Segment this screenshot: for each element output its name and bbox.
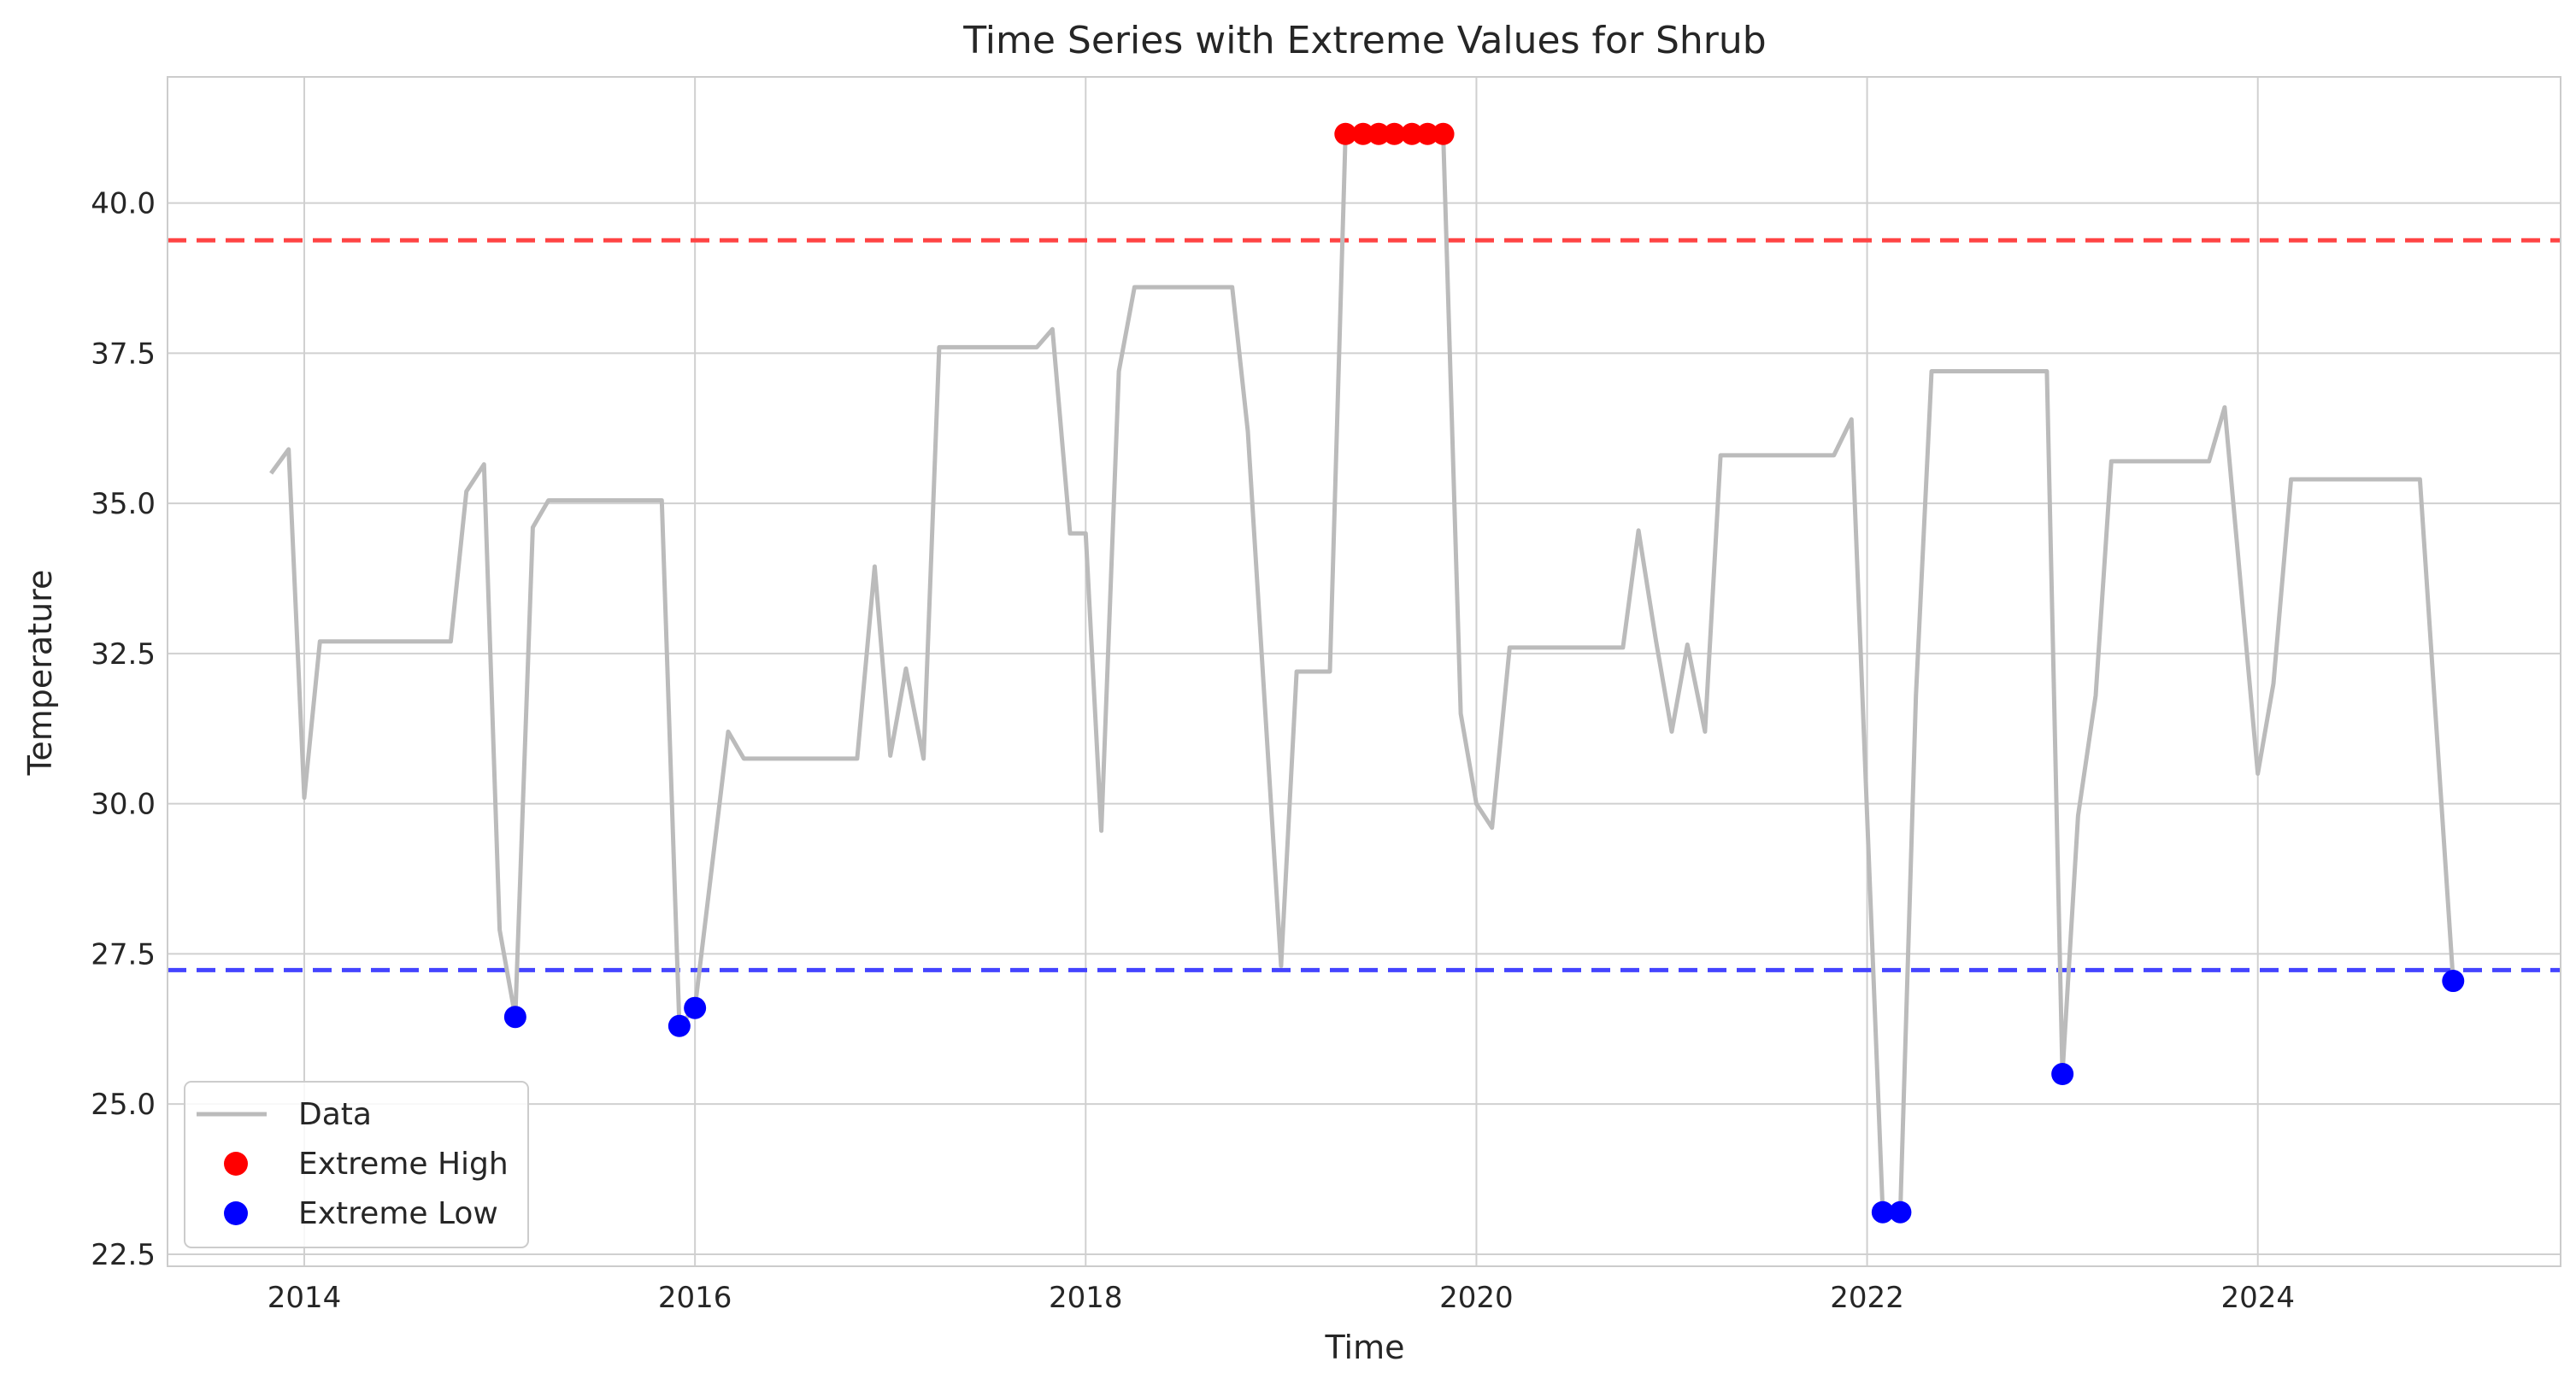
extreme-low-point	[2051, 1063, 2074, 1086]
y-tick-label: 22.5	[91, 1238, 156, 1272]
extreme-high-point	[1383, 122, 1406, 145]
series-layer	[269, 132, 2455, 1215]
extreme-high-point	[1367, 122, 1391, 145]
legend: Data Extreme High Extreme Low	[184, 1081, 529, 1248]
y-tick-label: 30.0	[91, 788, 156, 822]
y-axis-label: Temperature	[21, 570, 59, 777]
x-tick-label: 2016	[658, 1281, 732, 1315]
x-tick-label: 2022	[1830, 1281, 1904, 1315]
y-tick-label: 35.0	[91, 487, 156, 521]
extreme-high-point	[1401, 122, 1423, 145]
legend-extreme-low-swatch	[224, 1201, 248, 1225]
y-tick-label: 37.5	[91, 337, 156, 371]
extreme-high-point	[1334, 122, 1357, 145]
data-series-line	[269, 132, 2455, 1215]
threshold-lines	[168, 238, 2561, 972]
x-axis-label: Time	[1325, 1329, 1405, 1366]
extreme-low-point	[1871, 1200, 1894, 1224]
points-layer	[503, 122, 2465, 1224]
x-tick-label: 2014	[268, 1281, 342, 1315]
y-tick-label: 27.5	[91, 937, 156, 971]
legend-data-label: Data	[298, 1097, 372, 1132]
grid	[168, 77, 2561, 1266]
x-tick-label: 2024	[2220, 1281, 2295, 1315]
legend-extreme-high-swatch	[224, 1152, 248, 1176]
extreme-high-point	[1416, 122, 1439, 145]
legend-extreme-high-label: Extreme High	[298, 1147, 509, 1182]
extreme-low-point	[684, 996, 707, 1019]
x-tick-label: 2018	[1049, 1281, 1123, 1315]
plot-frame	[167, 76, 2561, 1267]
tick-labels: 2014 2016 2018 2020 2022 2024 22.5 25.0 27.5 30.0…	[91, 187, 2295, 1315]
extreme-low-point	[668, 1014, 691, 1037]
extreme-high-point	[1351, 122, 1374, 145]
legend-extreme-low-label: Extreme Low	[298, 1196, 498, 1231]
y-tick-label: 32.5	[91, 637, 156, 672]
y-tick-label: 25.0	[91, 1088, 156, 1122]
extreme-low-point	[1889, 1200, 1912, 1224]
legend-box	[184, 1081, 529, 1248]
chart-title: Time Series with Extreme Values for Shru…	[962, 19, 1766, 62]
x-tick-label: 2020	[1439, 1281, 1514, 1315]
y-tick-label: 40.0	[91, 187, 156, 221]
extreme-low-point	[503, 1006, 526, 1029]
extreme-low-point	[2442, 970, 2465, 993]
extreme-high-point	[1432, 122, 1455, 145]
